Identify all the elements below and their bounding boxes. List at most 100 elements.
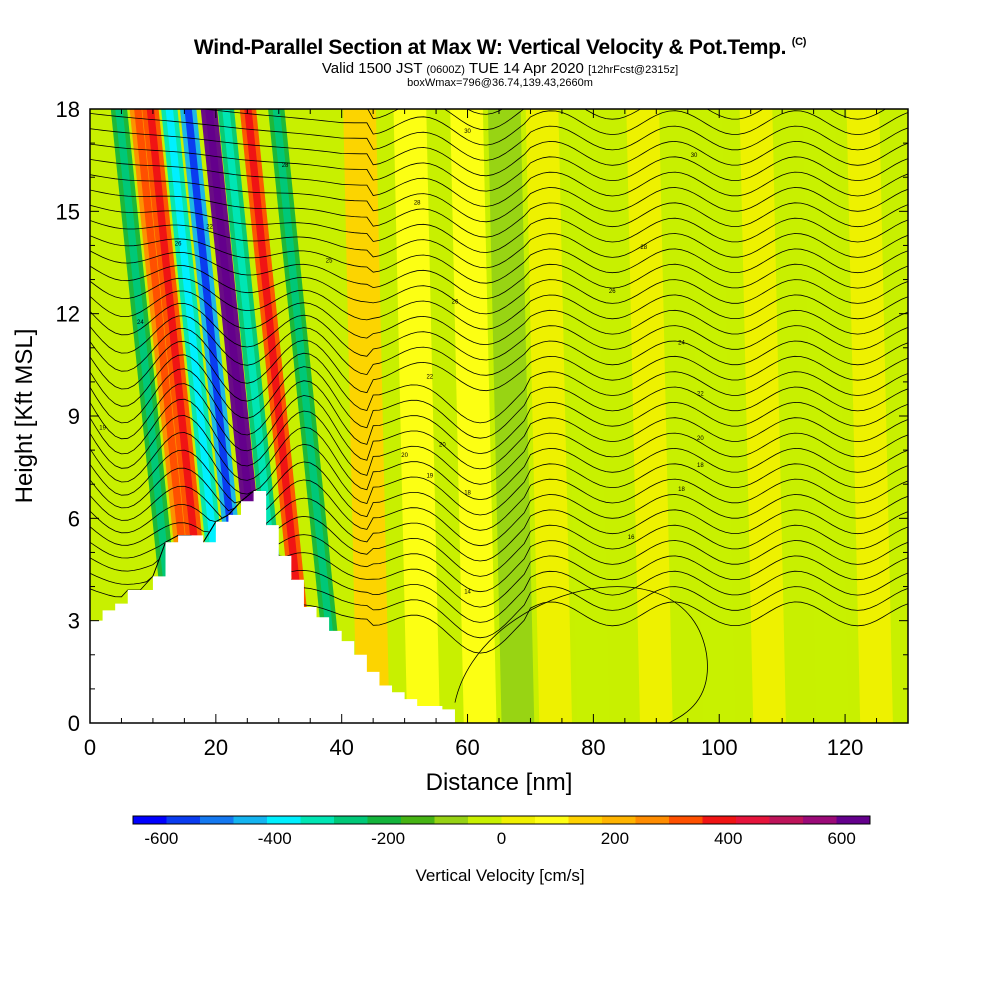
colorbar-tick-label: 400 xyxy=(714,829,742,848)
x-tick-label: 120 xyxy=(827,735,864,760)
colorbar-swatch xyxy=(535,816,569,824)
colorbar: -600 -400 -200 0 200 400 600 xyxy=(132,815,871,848)
colorbar-swatch xyxy=(233,816,268,824)
x-tick-label: 20 xyxy=(204,735,228,760)
contour-label: 30 xyxy=(691,153,698,159)
colorbar-swatch xyxy=(401,816,435,824)
contour-label: 18 xyxy=(697,463,704,469)
colorbar-swatch xyxy=(300,816,335,824)
contour-label: 24 xyxy=(137,320,144,326)
colorbar-tick-label: -400 xyxy=(258,829,292,848)
colorbar-swatch xyxy=(434,816,469,824)
velocity-band xyxy=(487,109,535,723)
velocity-band xyxy=(343,109,390,723)
colorbar-swatch xyxy=(501,816,536,824)
chart-subtitle: Valid 1500 JST (0600Z) TUE 14 Apr 2020 [… xyxy=(0,60,1000,77)
colorbar-swatch xyxy=(267,816,301,824)
isentrope-line xyxy=(90,174,908,223)
contour-label: 26 xyxy=(452,299,459,305)
isentrope-line xyxy=(90,485,908,562)
velocity-band xyxy=(563,109,610,723)
chart-title: Wind-Parallel Section at Max W: Vertical… xyxy=(0,36,1000,60)
isentrope-line xyxy=(90,398,908,485)
colorbar-swatch xyxy=(736,816,770,824)
contour-label: 20 xyxy=(697,436,704,442)
colorbar-frame xyxy=(132,815,871,825)
isentrope-line xyxy=(90,159,908,207)
colorbar-swatch xyxy=(803,816,837,824)
plot-area: 30 30 28 28 26 26 24 22 22 20 20 20 19 18 18 18 16 14 24 26… xyxy=(90,52,908,723)
contour-labels: 30 30 28 28 26 26 24 22 22 20 20 20 19 18 18 18 16 14 24 26… xyxy=(99,129,704,596)
isentrope-line xyxy=(90,204,908,253)
isentrope-line xyxy=(90,250,908,300)
contour-label: 30 xyxy=(464,129,471,135)
colorbar-tick-label: -600 xyxy=(144,829,178,848)
valid-time: Valid 1500 JST xyxy=(321,60,423,77)
isentrope-line xyxy=(90,354,908,439)
colorbar-swatch xyxy=(568,816,603,824)
contour-label: 20 xyxy=(401,453,408,459)
isentrope-line xyxy=(90,143,908,192)
x-axis-title: Distance [nm] xyxy=(426,769,573,796)
isentrope-line xyxy=(90,302,908,361)
contour-label: 18 xyxy=(464,490,471,496)
isentrope-line xyxy=(90,277,908,330)
contour-label: 20 xyxy=(439,443,446,449)
colorbar-swatch xyxy=(635,816,670,824)
velocity-band-core xyxy=(272,109,343,723)
contour-label: 22 xyxy=(697,392,704,398)
colorbar-swatch xyxy=(200,816,234,824)
y-tick-label: 6 xyxy=(68,506,80,531)
x-tick-label: 60 xyxy=(455,735,479,760)
isentrope-line xyxy=(90,340,908,424)
isentrope-line xyxy=(90,235,908,284)
colorbar-tick-label: 600 xyxy=(827,829,855,848)
colorbar-swatch xyxy=(334,816,368,824)
colorbar-swatch xyxy=(367,816,402,824)
contour-label: 28 xyxy=(640,245,647,251)
isentrope-line xyxy=(466,109,504,115)
x-tick-label: 40 xyxy=(329,735,353,760)
contour-label: 18 xyxy=(678,487,685,493)
x-tick-label: 100 xyxy=(701,735,738,760)
colorbar-tick-label: 200 xyxy=(601,829,629,848)
y-axis: 0 3 6 9 12 15 18 xyxy=(56,97,908,736)
terrain xyxy=(90,491,455,723)
y-axis-title: Height [Kft MSL] xyxy=(11,329,38,504)
contour-label: 22 xyxy=(426,374,433,380)
velocity-band xyxy=(450,109,497,723)
velocity-band xyxy=(846,109,893,723)
velocity-band xyxy=(525,109,572,723)
box-info: boxWmax=796@36.74,139.43,2660m xyxy=(407,77,593,89)
isentrope-line xyxy=(199,109,908,146)
colorbar-swatch xyxy=(468,816,502,824)
valid-date: TUE 14 Apr 2020 xyxy=(468,60,584,77)
isentrope-line xyxy=(90,128,908,177)
isentrope-line xyxy=(90,189,908,238)
isentrope-line xyxy=(90,52,908,99)
colorbar-swatch xyxy=(166,816,201,824)
y-tick-label: 9 xyxy=(68,404,80,429)
y-tick-label: 15 xyxy=(56,199,80,224)
velocity-band-core xyxy=(244,109,314,723)
isentrope-line xyxy=(367,109,887,131)
forecast-info: [12hrFcst@2315z] xyxy=(588,64,679,76)
valid-utc: (0600Z) xyxy=(426,64,465,76)
contour-label: 19 xyxy=(99,426,106,432)
colorbar-tick-label: 0 xyxy=(497,829,506,848)
contour-label: 26 xyxy=(609,289,616,295)
contour-label: 24 xyxy=(678,340,685,346)
isentrope-closed xyxy=(454,586,708,723)
contour-label: 25 xyxy=(326,259,333,265)
colorbar-swatch xyxy=(702,816,737,824)
velocity-band xyxy=(802,109,849,723)
colorbar-swatch xyxy=(133,816,167,824)
contour-label: 28 xyxy=(414,201,421,207)
x-tick-label: 80 xyxy=(581,735,605,760)
contour-label: 22 xyxy=(206,224,213,230)
contour-label: 28 xyxy=(282,163,289,169)
isentrope-line xyxy=(90,265,908,315)
colorbar-swatch xyxy=(602,816,636,824)
chart-title-text: Wind-Parallel Section at Max W: Vertical… xyxy=(193,36,787,59)
